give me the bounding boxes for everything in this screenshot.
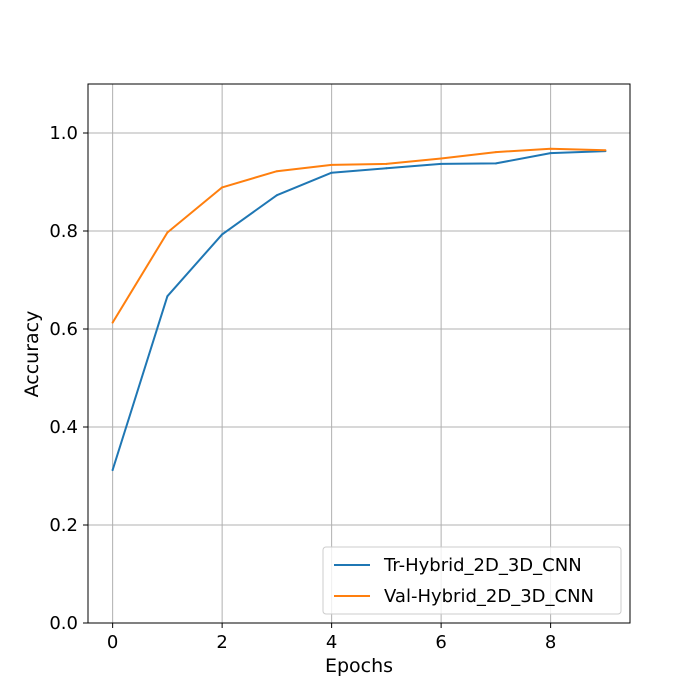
axis-ticks: 0 2 4 6 8 0.0 0.2 0.4 0.6 0.8 1.0 <box>49 123 556 653</box>
x-axis-label: Epochs <box>325 655 393 677</box>
y-axis-label: Accuracy <box>21 311 43 398</box>
data-point-validation <box>166 231 169 234</box>
data-point-validation <box>604 149 607 152</box>
data-point-train <box>111 469 114 472</box>
series-line-train <box>111 150 606 471</box>
x-tick-label: 4 <box>326 632 337 653</box>
y-tick-label: 1.0 <box>49 123 78 144</box>
y-tick-label: 0.4 <box>49 417 78 438</box>
data-point-validation <box>275 170 278 173</box>
legend-label-train: Tr-Hybrid_2D_3D_CNN <box>383 555 582 576</box>
x-tick-label: 6 <box>435 632 446 653</box>
data-point-validation <box>440 157 443 160</box>
legend-box <box>322 546 622 615</box>
data-point-validation <box>385 162 388 165</box>
y-tick-label: 0.6 <box>49 319 78 340</box>
x-tick-label: 2 <box>216 632 227 653</box>
y-tick-label: 0.0 <box>49 613 78 634</box>
data-point-train <box>221 233 224 236</box>
data-point-validation <box>494 151 497 154</box>
data-point-train <box>385 167 388 170</box>
x-tick-label: 0 <box>107 632 118 653</box>
data-point-train <box>330 171 333 174</box>
y-tick-label: 0.2 <box>49 515 78 536</box>
data-point-validation <box>330 163 333 166</box>
x-tick-label: 8 <box>545 632 556 653</box>
legend: Tr-Hybrid_2D_3D_CNN Val-Hybrid_2D_3D_CNN <box>322 546 622 615</box>
y-tick-label: 0.8 <box>49 221 78 242</box>
series-lines <box>111 147 607 472</box>
legend-label-validation: Val-Hybrid_2D_3D_CNN <box>384 586 594 607</box>
data-point-train <box>549 152 552 155</box>
data-point-train <box>275 194 278 197</box>
series-line-validation <box>111 147 606 324</box>
data-point-train <box>440 162 443 165</box>
data-point-train <box>166 295 169 298</box>
data-point-validation <box>549 147 552 150</box>
data-point-train <box>494 162 497 165</box>
data-point-validation <box>111 321 114 324</box>
plot-frame <box>87 83 631 624</box>
data-point-validation <box>221 186 224 189</box>
